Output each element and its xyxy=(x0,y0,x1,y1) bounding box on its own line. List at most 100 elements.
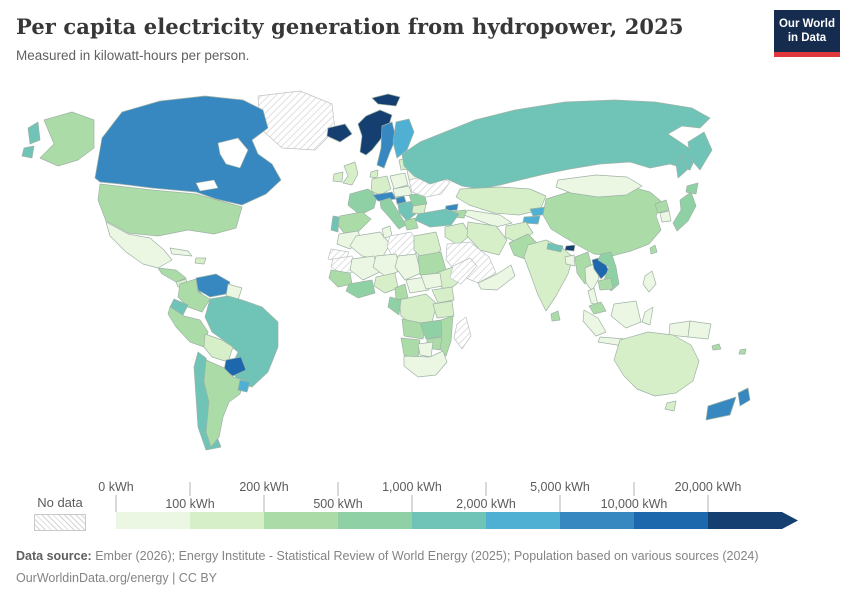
country-south-korea[interactable] xyxy=(659,210,672,223)
country-south-africa[interactable] xyxy=(403,350,448,378)
country-chad[interactable] xyxy=(394,253,422,281)
country-iran[interactable] xyxy=(466,221,508,256)
map-legend: No data 0 kWh 200 kWh 1,000 kWh 5,000 kW… xyxy=(34,479,806,531)
country-mozambique[interactable] xyxy=(437,315,454,357)
country-japan[interactable] xyxy=(672,191,697,232)
country-new-caledonia[interactable] xyxy=(711,343,722,351)
country-uk[interactable] xyxy=(342,161,359,186)
country-malay-peninsula[interactable] xyxy=(587,287,599,306)
country-germany[interactable] xyxy=(370,175,392,196)
country-india[interactable] xyxy=(523,239,574,312)
country-fiji[interactable] xyxy=(738,348,747,355)
country-russia[interactable] xyxy=(401,99,711,190)
country-svalbard[interactable] xyxy=(371,93,401,107)
legend-bin-8-arrow[interactable] xyxy=(708,512,798,529)
legend-bin-3[interactable] xyxy=(338,512,412,529)
country-syria-iraq[interactable] xyxy=(444,222,472,246)
country-norway[interactable] xyxy=(357,109,393,156)
country-brazil[interactable] xyxy=(204,295,279,388)
country-ireland[interactable] xyxy=(332,171,344,183)
legend-bin-1[interactable] xyxy=(190,512,264,529)
country-japan-hokkaido[interactable] xyxy=(685,182,699,195)
country-usa[interactable] xyxy=(97,183,243,237)
license-line[interactable]: OurWorldinData.org/energy | CC BY xyxy=(16,570,218,585)
country-sakhalin[interactable] xyxy=(675,153,688,179)
country-ivory-coast-ghana[interactable] xyxy=(345,279,376,299)
country-colombia[interactable] xyxy=(177,278,211,313)
country-chukotka-sliver2[interactable] xyxy=(21,145,35,159)
country-poland[interactable] xyxy=(389,172,409,190)
country-australia[interactable] xyxy=(613,331,700,397)
country-indonesia-borneo[interactable] xyxy=(610,300,642,329)
country-mexico[interactable] xyxy=(105,221,173,269)
country-south-sudan[interactable] xyxy=(420,272,443,290)
legend-tick-1: 100 kWh xyxy=(165,497,214,511)
world-choropleth-map[interactable] xyxy=(0,88,850,473)
country-madagascar[interactable] xyxy=(453,316,472,350)
country-vietnam[interactable] xyxy=(597,251,620,292)
country-malaysia[interactable] xyxy=(588,301,607,315)
country-spain[interactable] xyxy=(336,211,372,234)
country-denmark[interactable] xyxy=(369,169,379,179)
country-taiwan[interactable] xyxy=(649,244,658,255)
country-alaska[interactable] xyxy=(39,111,95,167)
country-indonesia-sulawesi[interactable] xyxy=(641,306,654,326)
country-angola[interactable] xyxy=(401,318,427,340)
country-cambodia[interactable] xyxy=(597,277,614,291)
country-argentina[interactable] xyxy=(203,359,245,448)
country-tasmania[interactable] xyxy=(664,400,677,412)
country-cuba[interactable] xyxy=(169,247,193,257)
country-bulgaria[interactable] xyxy=(411,203,427,215)
legend-no-data-block[interactable]: No data xyxy=(34,495,86,531)
country-papua-new-guinea[interactable] xyxy=(687,320,712,340)
country-nigeria[interactable] xyxy=(373,272,399,294)
legend-bin-7[interactable] xyxy=(634,512,708,529)
country-gabon-congo[interactable] xyxy=(387,296,402,316)
country-sweden[interactable] xyxy=(376,121,397,169)
country-tanzania[interactable] xyxy=(432,300,455,319)
country-mongolia[interactable] xyxy=(555,174,643,198)
country-finland[interactable] xyxy=(392,118,415,159)
country-uruguay[interactable] xyxy=(237,379,251,393)
country-somalia[interactable] xyxy=(449,257,478,285)
country-uganda-kenya[interactable] xyxy=(431,286,455,304)
owid-logo[interactable]: Our World in Data xyxy=(774,10,840,57)
country-botswana[interactable] xyxy=(417,341,434,358)
source-line: Data source: Ember (2026); Energy Instit… xyxy=(16,546,834,568)
country-bhutan[interactable] xyxy=(564,244,576,252)
country-france[interactable] xyxy=(347,188,378,216)
legend-bin-2[interactable] xyxy=(264,512,338,529)
country-mali[interactable] xyxy=(349,255,381,281)
country-indonesia-sumatra[interactable] xyxy=(582,309,607,337)
country-italy[interactable] xyxy=(379,197,407,230)
country-kamchatka[interactable] xyxy=(687,131,713,171)
country-chukotka-sliver[interactable] xyxy=(27,121,41,145)
country-senegal-guinea[interactable] xyxy=(328,269,353,288)
country-north-korea[interactable] xyxy=(654,199,670,214)
legend-bin-0[interactable] xyxy=(116,512,190,529)
country-sri-lanka[interactable] xyxy=(550,310,561,322)
country-hispaniola[interactable] xyxy=(194,257,207,265)
country-peru[interactable] xyxy=(167,306,209,348)
country-kazakhstan[interactable] xyxy=(455,186,547,216)
country-croatia[interactable] xyxy=(395,195,407,205)
country-greece[interactable] xyxy=(403,217,419,231)
country-philippines[interactable] xyxy=(642,270,657,293)
country-iceland[interactable] xyxy=(326,123,353,143)
country-guatemala-honduras[interactable] xyxy=(157,267,187,283)
country-greenland[interactable] xyxy=(257,90,336,151)
country-bangladesh[interactable] xyxy=(564,254,576,267)
country-turkey[interactable] xyxy=(414,208,460,228)
legend-bin-4[interactable] xyxy=(412,512,486,529)
country-nepal[interactable] xyxy=(546,242,564,253)
country-canada[interactable] xyxy=(94,95,282,206)
legend-no-data-swatch[interactable] xyxy=(34,514,86,531)
legend-color-scale[interactable]: 0 kWh 200 kWh 1,000 kWh 5,000 kWh 20,000… xyxy=(96,479,806,531)
country-new-zealand-north[interactable] xyxy=(737,387,751,407)
country-yemen-oman[interactable] xyxy=(477,264,516,291)
legend-bin-6[interactable] xyxy=(560,512,634,529)
country-new-zealand-south[interactable] xyxy=(705,396,737,421)
country-tajikistan[interactable] xyxy=(522,215,541,225)
legend-bin-5[interactable] xyxy=(486,512,560,529)
country-portugal[interactable] xyxy=(330,215,340,233)
